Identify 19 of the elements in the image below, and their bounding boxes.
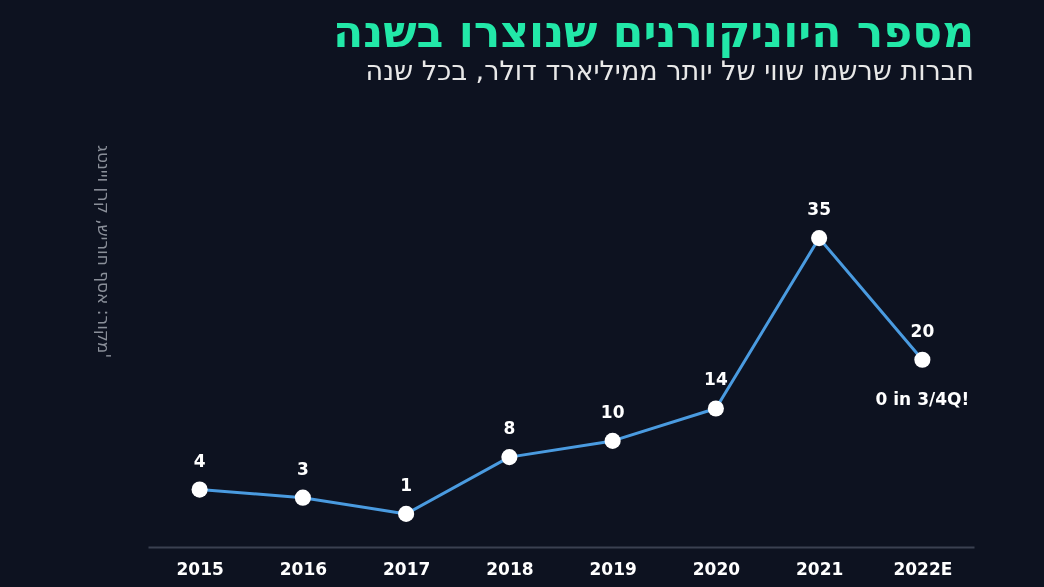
x-tick-label: 2017 [382, 558, 431, 579]
data-label: 10 [600, 401, 625, 422]
chart-title: מספר היוניקורנים שנוצרו בשנה [333, 6, 974, 58]
x-tick-label: 2022E [893, 558, 953, 579]
x-tick-label: 2016 [279, 558, 328, 579]
x-tick-label: 2015 [176, 558, 224, 579]
data-label: 3 [296, 458, 309, 479]
data-label: 1 [400, 474, 413, 495]
text: מקור: אסף חוריש, קרן ויינטג' [94, 145, 114, 359]
x-tick-label: 2020 [692, 558, 741, 579]
data-label: 35 [807, 199, 831, 220]
x-tick-label: 2019 [589, 558, 637, 579]
data-label: 20 [910, 320, 935, 341]
data-label: 14 [704, 369, 728, 390]
data-label: 4 [193, 450, 206, 471]
x-tick-label: 2018 [486, 558, 534, 579]
annotation: 0 in 3/4Q! [875, 388, 970, 409]
x-tick-label: 2021 [795, 558, 844, 579]
data-label: 8 [503, 418, 516, 439]
